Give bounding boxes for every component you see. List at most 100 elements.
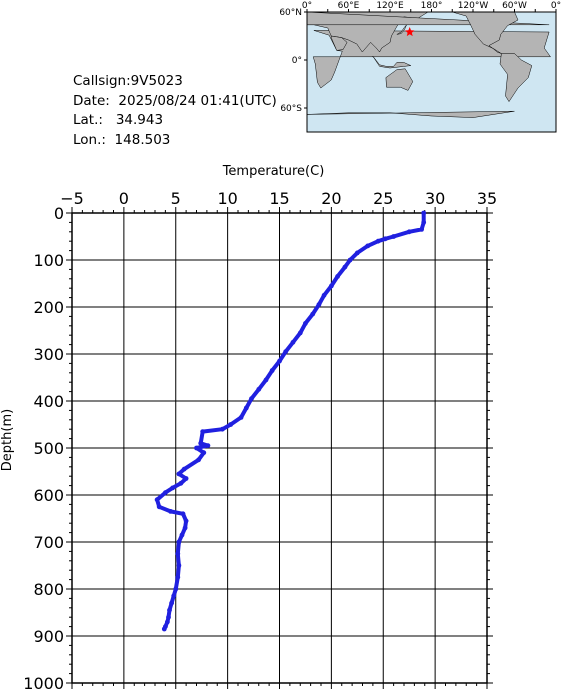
data-point [321,292,327,298]
date-label: Date: [73,92,110,109]
x-tick-label: 15 [269,189,289,208]
japan-landmass [396,24,407,35]
lon-row: Lon.: 148.503 [73,131,277,151]
data-point [375,238,381,244]
data-point [283,349,289,354]
data-point [297,330,303,336]
callsign-value: 9V5023 [130,73,183,89]
data-point [196,457,202,463]
data-point [182,525,188,531]
x-tick-label: 20 [321,189,341,208]
x-tick-label: 0 [119,189,129,208]
data-point [176,539,182,545]
data-point [169,600,175,606]
data-point [303,321,308,326]
map-lon-label: 0° [551,1,561,11]
location-star-icon [405,27,415,37]
data-point [163,490,168,495]
data-point [277,358,282,364]
data-point [329,283,334,289]
x-tick-label: −5 [60,189,84,208]
australia-landmass [385,68,414,91]
data-point [168,509,174,514]
data-point [178,480,184,486]
data-point [176,563,182,568]
x-axis-title: Temperature(C) [222,164,325,179]
y-tick-label: 900 [33,627,64,646]
x-tick-label: 25 [373,189,393,208]
data-point [198,440,204,446]
x-tick-label: 35 [477,189,497,208]
y-tick-label: 200 [33,298,64,317]
data-point [263,377,269,383]
data-point [175,574,181,580]
lat-row: Lat.: 34.943 [73,111,277,131]
data-point [406,229,412,235]
data-point [167,607,172,613]
y-tick-label: 500 [33,439,64,458]
data-point [228,422,234,427]
date-row: Date: 2025/08/24 01:41(UTC) [73,92,277,112]
data-point [290,339,296,345]
map-lon-label: 120°E [376,1,404,11]
y-tick-label: 300 [33,345,64,364]
data-point [220,426,225,432]
callsign-row: Callsign:9V5023 [73,72,277,92]
x-tick-label: 10 [217,189,237,208]
y-axis-title: Depth(m) [0,409,15,471]
indonesia-landmass [372,55,412,69]
data-point [421,220,427,225]
map-lon-label: 60°E [338,1,360,11]
lon-value: 148.503 [114,132,171,149]
south-america-landmass [499,53,533,103]
lat-label: Lat.: [73,112,103,129]
data-point [238,415,244,420]
data-point [183,518,189,524]
y-tick-label: 800 [33,580,64,599]
data-point [310,311,316,317]
data-point [316,302,322,307]
data-point [166,614,171,620]
data-point [181,466,187,472]
map-lon-label: 180° [421,1,443,11]
x-tick-label: 5 [171,189,181,208]
data-point [347,257,353,263]
map-lon-label: 0° [302,1,312,11]
data-point [173,586,179,592]
data-point [170,485,176,491]
data-point [194,445,199,451]
callsign-label: Callsign: [73,73,131,89]
cast-info: Callsign:9V5023 Date: 2025/08/24 01:41(U… [73,72,277,151]
map-lat-label: 60°S [280,104,302,114]
data-point [200,429,206,434]
data-point [180,511,186,517]
y-tick-label: 700 [33,533,64,552]
data-point [243,405,249,411]
arabia-landmass [330,35,348,51]
data-point [256,386,262,392]
data-point [342,264,348,270]
y-tick-label: 0 [54,204,64,223]
data-point [269,368,275,373]
antarctica-landmass [306,110,515,118]
x-tick-label: 30 [425,189,445,208]
data-point [419,227,424,232]
data-point [156,504,162,510]
date-value: 2025/08/24 01:41(UTC) [118,92,277,109]
y-tick-label: 100 [33,251,64,270]
data-point [175,551,181,557]
lon-label: Lon.: [73,132,106,149]
lat-value: 34.943 [115,112,164,129]
map-lat-label: 60°N [279,8,302,18]
y-tick-label: 400 [33,392,64,411]
data-point [391,234,396,239]
data-point [165,619,170,625]
data-point [183,476,189,481]
data-point [249,396,254,401]
data-point [179,532,185,538]
data-point [365,243,371,249]
map-lon-label: 60°W [502,1,527,11]
data-point [421,210,427,216]
